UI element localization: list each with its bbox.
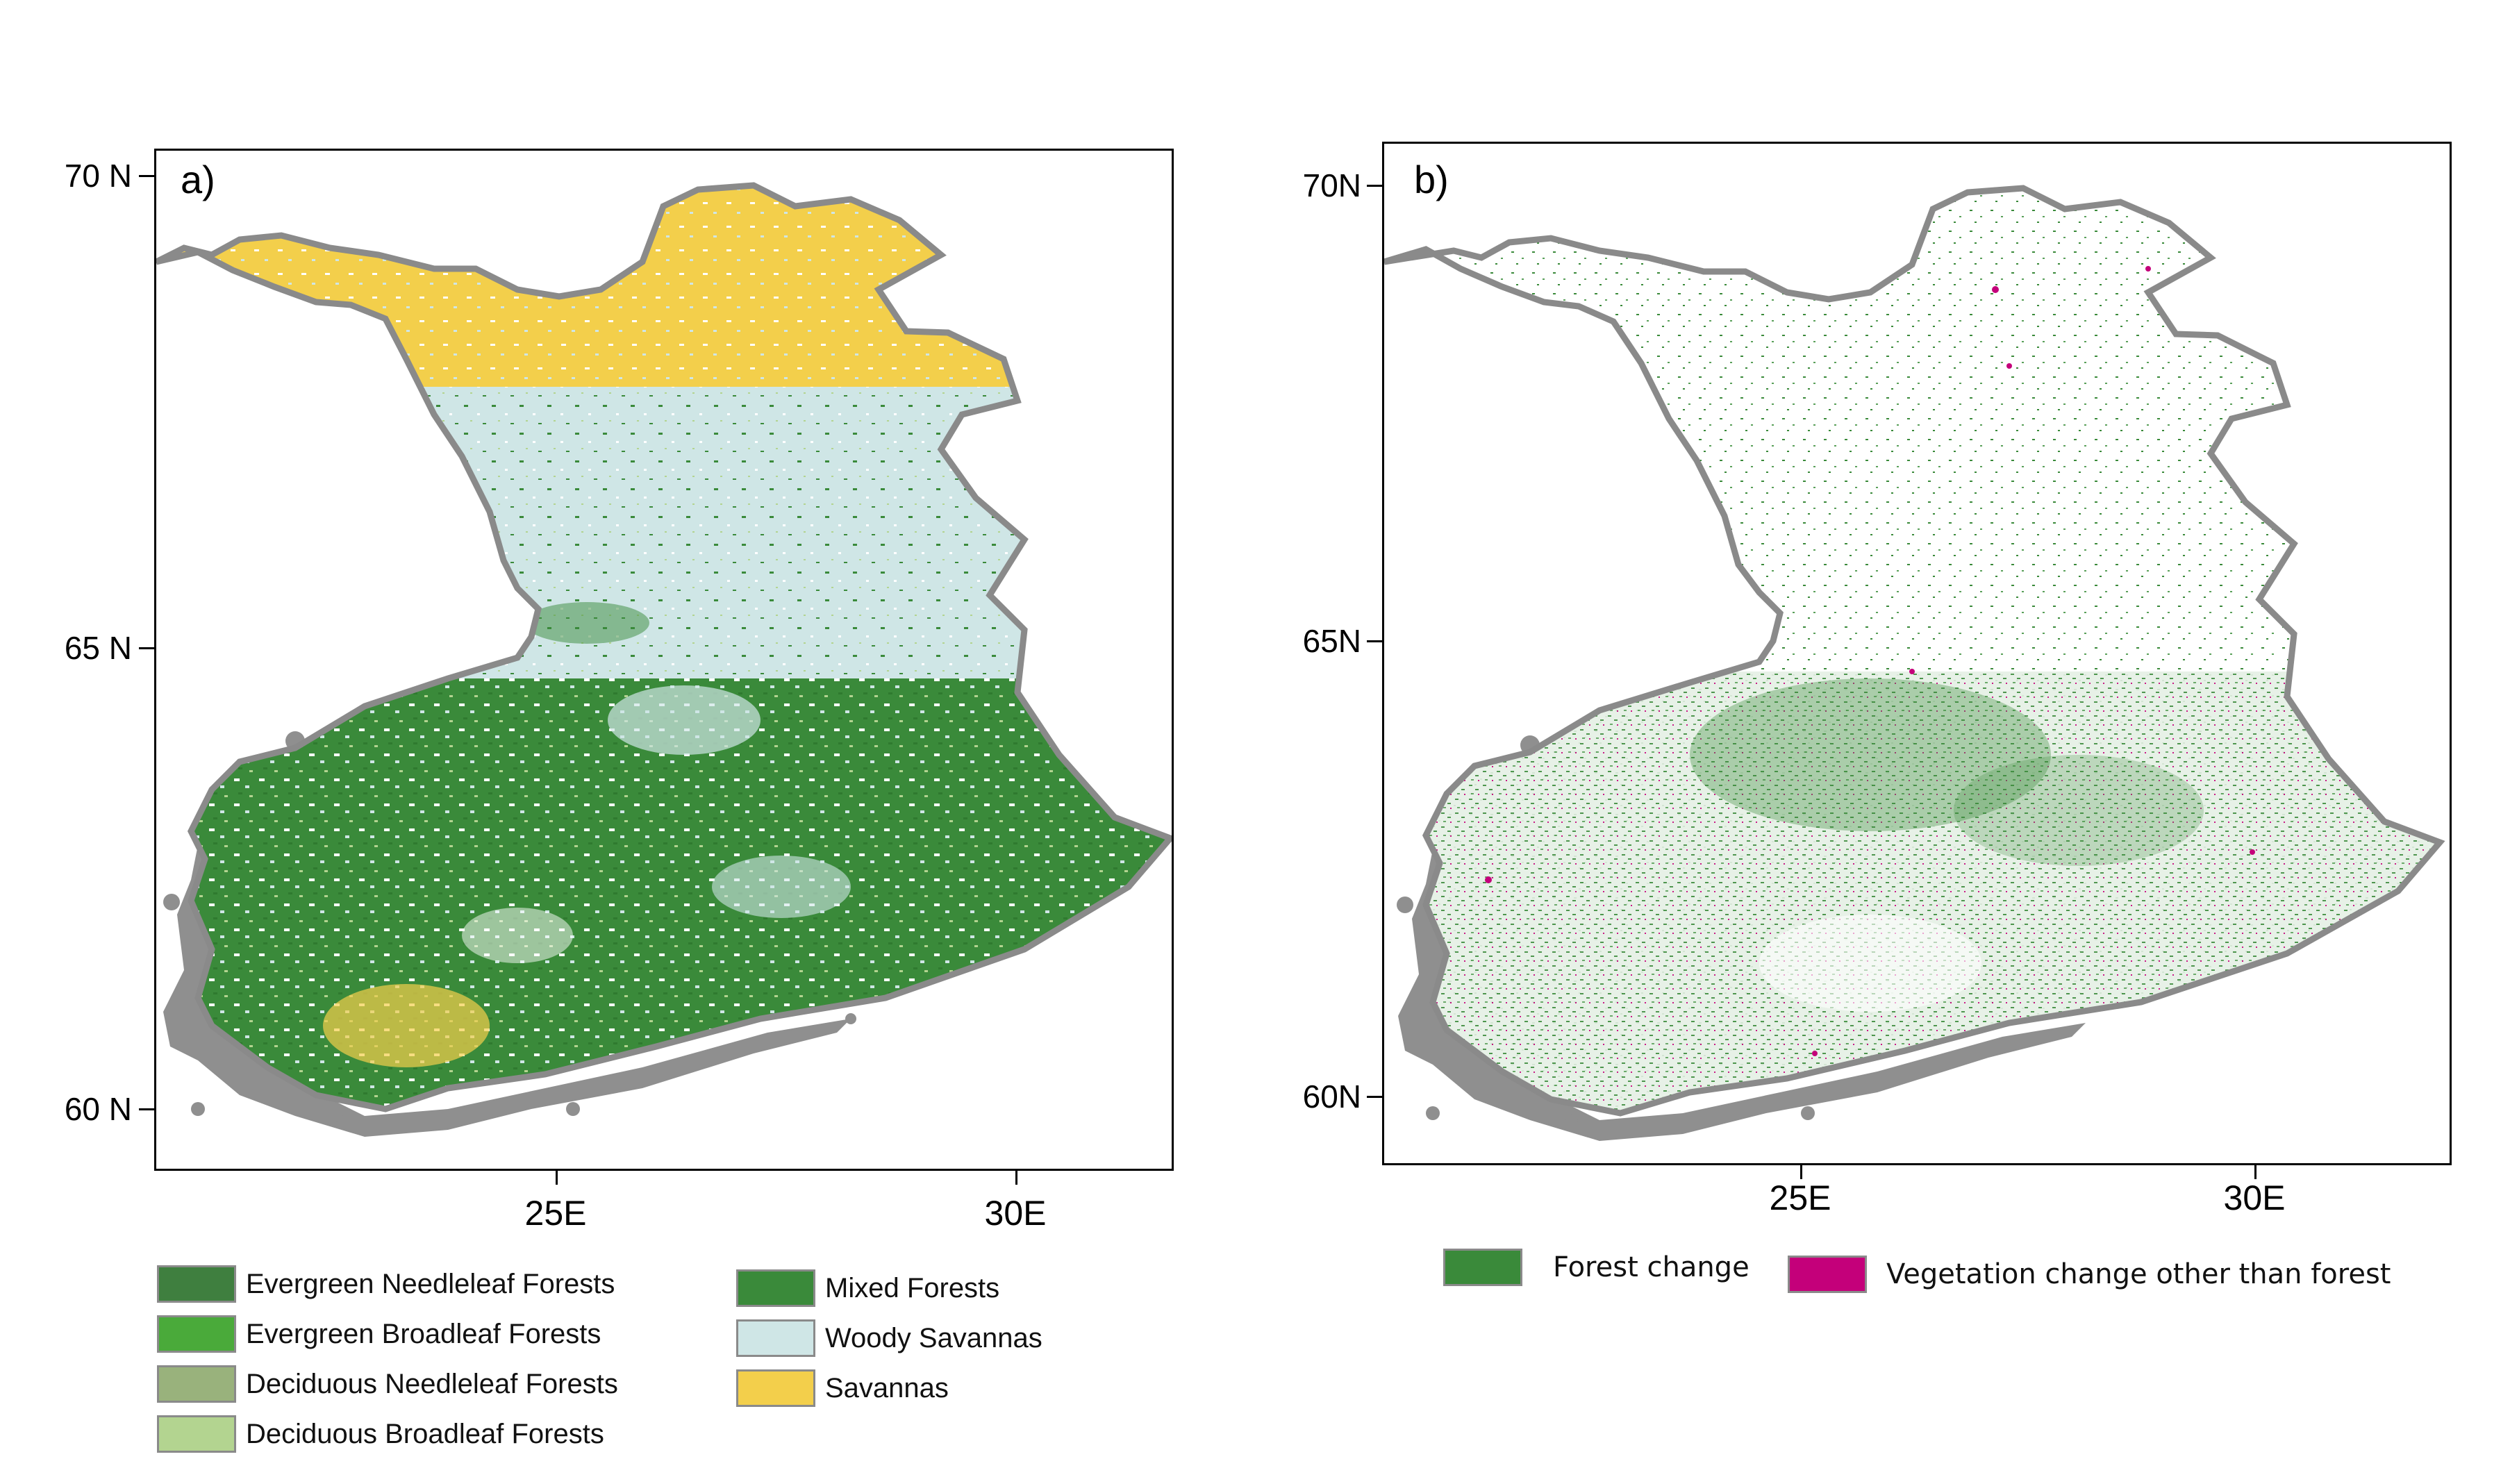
xtick-label-b-25: 25E (1769, 1178, 1831, 1217)
legend-item-evergreen-needleleaf: Evergreen Needleleaf Forests (157, 1265, 615, 1303)
legend-item-evergreen-broadleaf: Evergreen Broadleaf Forests (157, 1315, 601, 1353)
map-a-svg (156, 151, 1174, 1137)
legend-swatch (1788, 1256, 1867, 1293)
legend-item-vegetation-change: Vegetation change other than forest (1788, 1256, 2391, 1293)
legend-label: Deciduous Needleleaf Forests (246, 1368, 618, 1399)
legend-swatch (736, 1319, 815, 1357)
ytick-mark-a-65 (139, 647, 154, 649)
ytick-label-a-70: 70 N (64, 158, 132, 194)
xtick-label-a-30: 30E (984, 1194, 1047, 1233)
legend-swatch (1443, 1249, 1522, 1286)
legend-swatch (157, 1315, 236, 1353)
legend-label: Deciduous Broadleaf Forests (246, 1418, 604, 1449)
legend-label: Mixed Forests (825, 1272, 1000, 1303)
ytick-label-b-70: 70N (1302, 167, 1361, 203)
legend-item-forest-change: Forest change (1443, 1249, 1749, 1286)
legend-item-deciduous-broadleaf: Deciduous Broadleaf Forests (157, 1415, 604, 1453)
map-frame-a (154, 149, 1174, 1171)
legend-label: Savannas (825, 1372, 949, 1403)
xtick-label-b-30: 30E (2223, 1178, 2286, 1217)
xtick-mark-a-30 (1015, 1169, 1017, 1185)
legend-swatch (736, 1369, 815, 1407)
legend-swatch (157, 1365, 236, 1403)
ytick-mark-b-65 (1367, 640, 1382, 642)
ytick-label-b-65: 65N (1302, 623, 1361, 659)
legend-label: Evergreen Broadleaf Forests (246, 1318, 601, 1349)
ytick-mark-a-60 (139, 1108, 154, 1110)
legend-label: Woody Savannas (825, 1322, 1042, 1353)
legend-item-savannas: Savannas (736, 1369, 949, 1407)
xtick-mark-a-25 (556, 1169, 558, 1185)
legend-swatch (736, 1269, 815, 1307)
legend-label: Vegetation change other than forest (1886, 1258, 2391, 1290)
ytick-mark-b-70 (1367, 185, 1382, 187)
legend-swatch (157, 1265, 236, 1303)
ytick-label-b-60: 60N (1302, 1078, 1361, 1115)
xtick-mark-b-25 (1800, 1164, 1802, 1179)
legend-item-mixed-forests: Mixed Forests (736, 1269, 999, 1307)
map-b-svg (1384, 144, 2452, 1141)
panel-tag-b: b) (1414, 158, 1449, 201)
legend-swatch (157, 1415, 236, 1453)
ytick-label-a-60: 60 N (64, 1091, 132, 1127)
legend-item-woody-savannas: Woody Savannas (736, 1319, 1042, 1357)
xtick-label-a-25: 25E (524, 1194, 587, 1233)
ytick-mark-b-60 (1367, 1096, 1382, 1098)
legend-item-deciduous-needleleaf: Deciduous Needleleaf Forests (157, 1365, 618, 1403)
ytick-label-a-65: 65 N (64, 630, 132, 666)
map-frame-b (1382, 142, 2452, 1165)
xtick-mark-b-30 (2254, 1164, 2256, 1179)
legend-label: Forest change (1553, 1251, 1749, 1283)
panel-tag-a: a) (181, 158, 215, 201)
ytick-mark-a-70 (139, 175, 154, 177)
legend-label: Evergreen Needleleaf Forests (246, 1268, 615, 1299)
